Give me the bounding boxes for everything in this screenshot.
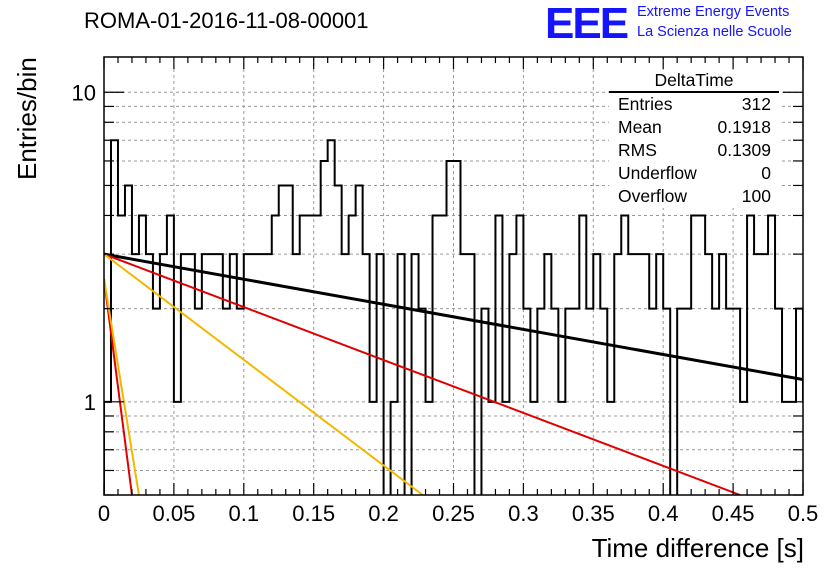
stats-row-entries: Entries 312	[609, 93, 779, 116]
fit-curve-black	[104, 252, 803, 382]
x-tick-label: 0.5	[788, 501, 819, 526]
x-tick-label: 0.35	[572, 501, 615, 526]
stats-row-underflow: Underflow 0	[609, 162, 779, 185]
fit-curve-red	[104, 253, 741, 495]
stats-value: 312	[741, 94, 771, 114]
x-tick-label: 0	[98, 501, 110, 526]
stats-value: 0	[761, 163, 771, 183]
logo-tagline-2: La Scienza nelle Scuole	[637, 24, 792, 40]
stats-value: 0.1309	[717, 140, 771, 160]
stats-title: DeltaTime	[609, 70, 779, 93]
x-tick-label: 0.45	[712, 501, 755, 526]
logo-tagline-1: Extreme Energy Events	[637, 4, 790, 20]
x-tick-label: 0.25	[432, 501, 475, 526]
fit-curve-orange	[104, 253, 424, 495]
y-tick-label: 10	[72, 80, 96, 105]
fit-curve-red	[104, 278, 133, 495]
stats-label: RMS	[618, 140, 657, 160]
y-tick-label: 1	[84, 390, 96, 415]
stats-row-rms: RMS 0.1309	[609, 139, 779, 162]
eee-logo: EEE	[545, 0, 629, 48]
stats-row-mean: Mean 0.1918	[609, 116, 779, 139]
histogram-line	[104, 139, 803, 495]
fit-curve-orange	[104, 278, 140, 495]
x-tick-label: 0.15	[292, 501, 335, 526]
x-tick-label: 0.1	[229, 501, 260, 526]
stats-value: 0.1918	[717, 117, 771, 137]
stats-label: Underflow	[618, 163, 697, 183]
x-tick-label: 0.2	[368, 501, 399, 526]
x-tick-label: 0.3	[508, 501, 539, 526]
x-axis-label: Time difference [s]	[591, 533, 804, 563]
stats-label: Entries	[618, 94, 673, 114]
stats-label: Overflow	[618, 186, 688, 206]
stats-row-overflow: Overflow 100	[609, 185, 779, 208]
stats-value: 100	[741, 186, 771, 206]
run-title: ROMA-01-2016-11-08-00001	[84, 8, 369, 33]
stats-label: Mean	[618, 117, 662, 137]
y-axis-label: Entries/bin	[12, 57, 42, 180]
x-tick-label: 0.05	[152, 501, 195, 526]
stats-box: DeltaTime Entries 312 Mean 0.1918 RMS 0.130…	[609, 70, 779, 208]
x-tick-label: 0.4	[648, 501, 679, 526]
